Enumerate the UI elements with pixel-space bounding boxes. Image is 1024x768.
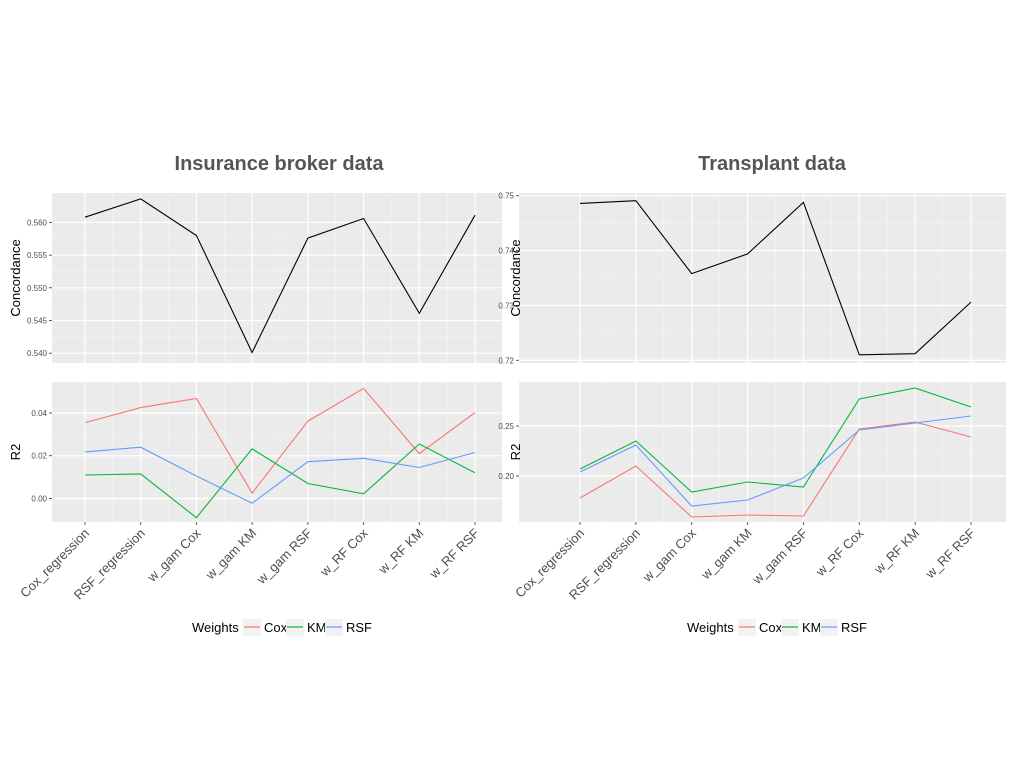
y-tick-label: 0.545 xyxy=(27,317,48,326)
y-tick-label: 0.555 xyxy=(27,251,48,260)
legend-title: Weights xyxy=(687,620,734,635)
y-tick-label: 0.20 xyxy=(498,472,514,481)
y-tick-label: 0.550 xyxy=(27,284,48,293)
legend-label-cox: Cox xyxy=(759,620,783,635)
series-line-cox xyxy=(579,421,972,518)
y-tick-label: 0.00 xyxy=(31,494,47,503)
y-axis-label: Concordance xyxy=(508,239,523,316)
series-line-rsf xyxy=(84,446,476,504)
legend-label-km: KM xyxy=(802,620,822,635)
x-tick-label: w_gam KM xyxy=(202,526,259,583)
y-tick-label: 0.540 xyxy=(27,349,48,358)
chart-transplant: Transplant data 0.72 0.73 0.74 0.75 Concordan… xyxy=(498,153,1006,636)
y-tick-label: 0.04 xyxy=(31,409,47,418)
y-tick-label: 0.72 xyxy=(498,356,514,365)
x-tick-label: w_gam KM xyxy=(697,526,754,583)
x-tick-label: w_RF RSF xyxy=(426,525,482,581)
x-tick-label: w_RF Cox xyxy=(316,525,371,580)
y-tick-label: 0.75 xyxy=(498,192,514,201)
panel-r2: 0.20 0.25 R2 xyxy=(498,382,1006,525)
series-line xyxy=(84,198,476,354)
series-line-km xyxy=(579,387,972,493)
x-tick-label: w_gam RSF xyxy=(749,525,811,587)
chart-title: Insurance broker data xyxy=(175,153,385,175)
x-tick-label: w_RF KM xyxy=(871,526,923,578)
y-tick-label: 0.560 xyxy=(27,218,48,227)
legend: Weights Cox KM RSF xyxy=(687,619,867,636)
legend-label-cox: Cox xyxy=(264,620,288,635)
series-line xyxy=(579,200,972,356)
x-tick-label: w_gam Cox xyxy=(639,525,699,585)
chart-insurance-broker: Insurance broker data 0.540 0.545 0.550 0.55… xyxy=(8,153,502,636)
y-axis-label: R2 xyxy=(8,444,23,461)
legend: Weights Cox KM RSF xyxy=(192,619,372,636)
series-line-cox xyxy=(84,387,476,495)
panel-background xyxy=(52,193,502,363)
x-tick-label: w_RF Cox xyxy=(812,525,867,580)
chart-title: Transplant data xyxy=(698,153,847,175)
panel-r2: 0.00 0.02 0.04 R2 xyxy=(8,382,502,525)
x-tick-label: w_RF RSF xyxy=(922,525,978,581)
y-tick-label: 0.73 xyxy=(498,301,514,310)
x-tick-label: w_gam RSF xyxy=(253,525,315,587)
y-tick-label: 0.02 xyxy=(31,452,47,461)
y-tick-label: 0.74 xyxy=(498,247,514,256)
x-tick-label: w_RF KM xyxy=(375,526,427,578)
panel-background xyxy=(519,382,1006,522)
panel-concordance: 0.540 0.545 0.550 0.555 0.560 Concordance xyxy=(8,193,502,363)
legend-label-rsf: RSF xyxy=(346,620,372,635)
legend-label-rsf: RSF xyxy=(841,620,867,635)
y-axis-label: R2 xyxy=(508,444,523,461)
y-tick-label: 0.25 xyxy=(498,422,514,431)
legend-title: Weights xyxy=(192,620,239,635)
series-line-rsf xyxy=(579,415,972,507)
legend-label-km: KM xyxy=(307,620,327,635)
x-tick-label: w_gam Cox xyxy=(144,525,204,585)
series-line-km xyxy=(84,443,476,519)
y-axis-label: Concordance xyxy=(8,239,23,316)
panel-concordance: 0.72 0.73 0.74 0.75 Concordance xyxy=(498,192,1006,365)
